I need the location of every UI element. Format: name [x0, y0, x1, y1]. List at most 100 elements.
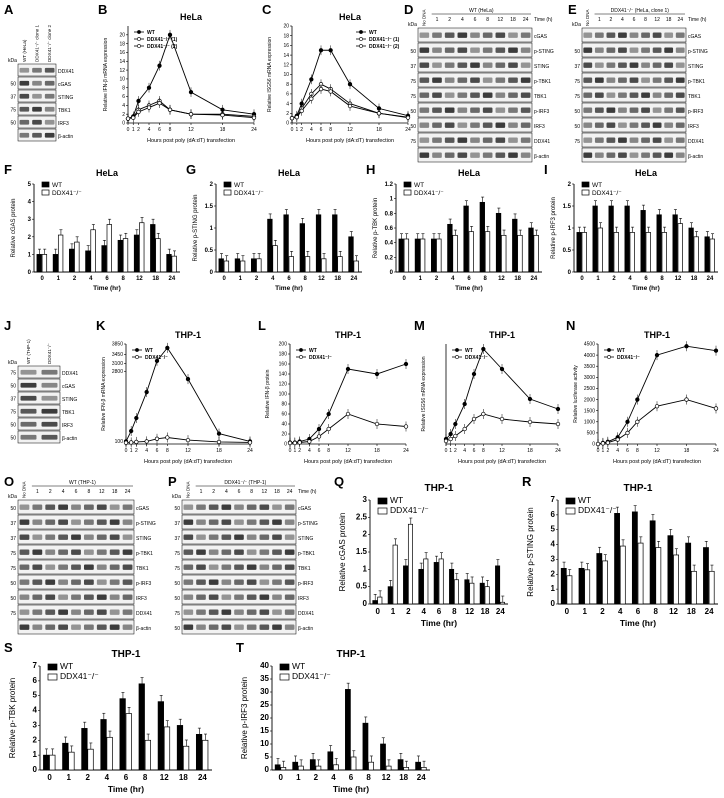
bar — [52, 254, 59, 273]
band — [183, 594, 194, 600]
y-tick-label: 0 — [284, 442, 287, 448]
x-tick-label: 12 — [345, 448, 351, 454]
mw-marker: 37 — [10, 94, 16, 100]
x-tick-label: 8 — [366, 773, 371, 782]
data-point — [635, 419, 640, 424]
x-axis-label: Time (hr) — [455, 285, 483, 292]
x-tick-label: 6 — [437, 607, 442, 616]
bar — [119, 698, 126, 771]
bar — [479, 582, 485, 605]
band — [45, 624, 56, 630]
mw-marker: 37 — [574, 64, 580, 70]
legend-entry: DDX41⁻/⁻ (2) — [147, 44, 178, 50]
band — [508, 77, 518, 83]
band — [183, 564, 194, 570]
protein-label: β-actin — [298, 626, 313, 632]
x-tick-label: 6 — [287, 276, 291, 282]
band — [419, 137, 430, 143]
lane-label: DDX41⁻/⁻ — [47, 342, 52, 364]
protein-label: β-actin — [62, 436, 77, 442]
band — [457, 47, 468, 53]
blot-strip — [181, 514, 297, 530]
band — [183, 504, 194, 510]
y-tick-label: 6 — [551, 510, 556, 519]
band — [96, 564, 107, 570]
band — [664, 122, 674, 128]
data-point — [374, 421, 380, 427]
lane-label: 24 — [677, 17, 683, 23]
band — [284, 624, 295, 630]
bar — [155, 238, 161, 273]
band — [19, 549, 30, 555]
panel-label-R: R — [522, 474, 532, 489]
band — [675, 122, 685, 128]
x-tick-label: 24 — [705, 607, 714, 616]
band — [20, 382, 37, 388]
legend-swatch — [279, 663, 290, 671]
x-tick-label: 18 — [152, 276, 159, 282]
band — [183, 624, 194, 630]
data-point — [448, 436, 453, 442]
y-axis-label: Relative IFN-β mRNA expression — [101, 357, 107, 431]
band — [96, 504, 107, 510]
panel-label-G: G — [186, 162, 197, 177]
bar — [87, 748, 94, 771]
x-tick-label: 1 — [596, 276, 600, 282]
bar — [166, 254, 172, 273]
bar — [436, 238, 442, 273]
y-tick-label: 100 — [115, 439, 124, 445]
y-tick-label: 1000 — [584, 419, 595, 425]
protein-label: TBK1 — [136, 566, 149, 572]
x-tick-label: 24 — [403, 448, 409, 454]
band — [122, 594, 133, 600]
bar — [433, 562, 439, 605]
band — [470, 47, 480, 53]
y-tick-label: 0.4 — [385, 241, 394, 247]
chart-title: THP-1 — [112, 649, 141, 660]
protein-label: DDX41 — [534, 139, 550, 145]
bar — [348, 236, 354, 273]
data-point — [347, 103, 353, 109]
data-point — [527, 396, 533, 402]
chart-L: THP-10 1 2 4 6 8 12 18 2402040608010012014016018… — [265, 330, 409, 465]
band — [675, 47, 685, 53]
x-tick-label: 4 — [463, 448, 466, 454]
legend-entry: DDX41⁻/⁻ — [309, 355, 332, 361]
bar — [362, 722, 369, 771]
x-tick-label: 8 — [660, 276, 664, 282]
legend-entry: DDX41⁻/⁻ — [52, 190, 82, 197]
band — [284, 519, 295, 525]
x-tick-label: 24 — [351, 276, 358, 282]
bar — [267, 218, 273, 273]
mw-marker: 75 — [174, 566, 180, 572]
y-axis-label: Relative cGAS protein — [338, 513, 347, 592]
y-tick-label: 12 — [119, 68, 125, 74]
y-axis-label: Relative p-TBK protein — [8, 678, 17, 758]
band — [457, 32, 468, 38]
data-point — [453, 433, 458, 439]
bar — [479, 201, 485, 273]
legend-swatch — [41, 181, 50, 188]
x-tick-label: 2 — [300, 127, 303, 133]
band — [457, 92, 468, 98]
mw-marker: 75 — [410, 139, 416, 145]
lane-label: 18 — [666, 17, 672, 23]
x-tick-label: 12 — [498, 276, 505, 282]
bar — [280, 767, 287, 771]
data-point — [376, 111, 382, 116]
y-tick-label: 0 — [122, 121, 125, 127]
x-tick-label: 12 — [136, 276, 143, 282]
band — [32, 609, 43, 615]
legend-entry: DDX41⁻/⁻ — [578, 505, 617, 515]
data-point — [326, 426, 331, 432]
band — [109, 609, 120, 615]
legend-entry: DDX41⁻/⁻ — [414, 190, 444, 197]
mw-marker: 75 — [574, 79, 580, 85]
y-tick-label: 1.2 — [385, 182, 394, 188]
y-tick-label: 4 — [551, 540, 556, 549]
x-tick-label: 6 — [158, 127, 161, 133]
band — [583, 77, 593, 83]
chart-title: HeLa — [278, 168, 301, 178]
lane-label: 12 — [654, 17, 660, 23]
